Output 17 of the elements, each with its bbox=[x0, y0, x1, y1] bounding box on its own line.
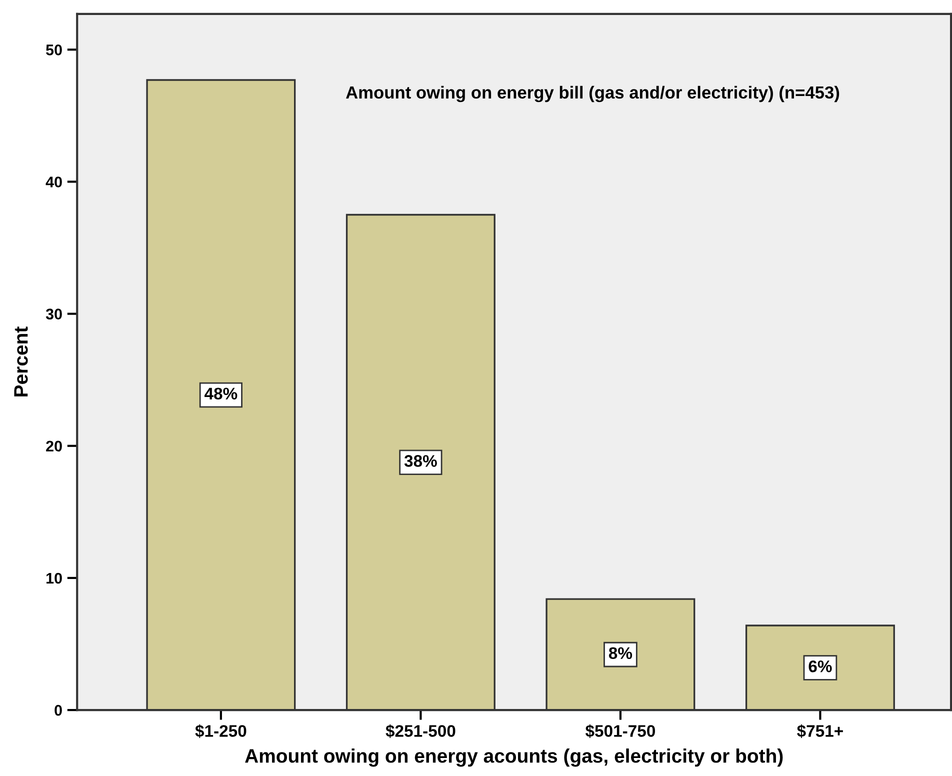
x-tick-label: $251-500 bbox=[386, 724, 456, 738]
y-tick-label: 50 bbox=[46, 44, 62, 56]
data-label: 8% bbox=[608, 647, 632, 660]
x-axis-title: Amount owing on energy acounts (gas, electricity or both) bbox=[245, 748, 783, 767]
y-tick-label: 0 bbox=[54, 704, 62, 716]
data-label: 6% bbox=[808, 660, 832, 672]
y-tick-label: 20 bbox=[46, 440, 62, 452]
data-label: 38% bbox=[404, 455, 437, 467]
text: Amount owing on energy bill (gas and/or electricity) (n=453) bbox=[346, 86, 840, 102]
x-tick-label: $501-750 bbox=[585, 724, 655, 738]
x-tick-label: $1-250 bbox=[195, 724, 246, 738]
y-tick-label: 10 bbox=[46, 572, 62, 584]
y-tick-label: 30 bbox=[46, 308, 62, 320]
y-tick-label: 40 bbox=[46, 176, 62, 188]
data-label: 48% bbox=[204, 388, 238, 400]
y-axis-title: Percent bbox=[14, 326, 28, 396]
x-tick-label: $751+ bbox=[797, 724, 843, 738]
